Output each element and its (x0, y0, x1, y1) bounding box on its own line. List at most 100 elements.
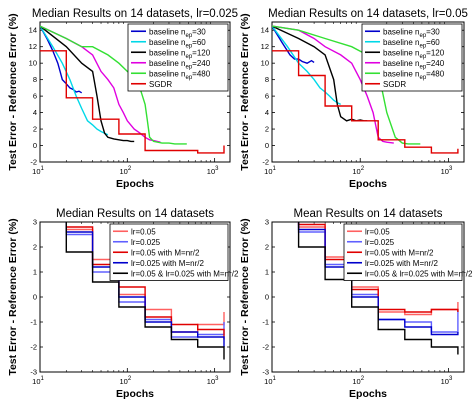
chart-title: Median Results on 14 datasets, lr=0.025 (32, 8, 238, 20)
x-tick-label: 103 (207, 166, 219, 176)
x-axis-label: Epochs (116, 388, 154, 400)
series-line-1 (40, 25, 83, 94)
y-tick-label: 14 (261, 26, 269, 35)
series-line-5 (40, 25, 187, 145)
y-tick-label: -3 (30, 368, 37, 377)
x-tick-label: 101 (264, 166, 276, 176)
series-line-6 (40, 50, 225, 154)
chart-panel-bottom-left: Median Results on 14 datasets -3 -2 -1 0 1 2 3 1… (7, 208, 239, 400)
series-line-5 (272, 25, 421, 145)
y-tick-label: 2 (265, 243, 269, 252)
x-tick-label: 102 (119, 166, 131, 176)
y-tick-label: 10 (261, 59, 269, 68)
y-tick-label: -3 (262, 368, 269, 377)
y-tick-label: 10 (29, 59, 37, 68)
series-line-2 (272, 25, 342, 106)
y-tick-label: 3 (265, 218, 269, 227)
y-tick-label: 2 (33, 125, 37, 134)
x-axis-label: Epochs (349, 388, 387, 400)
legend-entry: lr=0.025 with M=nr/2 (131, 259, 204, 268)
series-line-3 (272, 25, 368, 122)
legend-box (109, 223, 229, 281)
legend-entry: lr=0.05 with M=nr/2 (131, 248, 200, 257)
legend-entry: baseline nep=30 (383, 27, 440, 39)
chart-panel-top-right: Median Results on 14 datasets, lr=0.05 -2… (239, 8, 468, 190)
y-tick-label: 8 (265, 75, 269, 84)
legend-entry: lr=0.025 with M=nr/2 (365, 259, 438, 268)
legend-entry: baseline nep=480 (383, 69, 445, 81)
series-line-5 (297, 222, 459, 355)
chart-panel-bottom-right: Mean Results on 14 datasets -3 -2 -1 0 1 2 3 101… (239, 208, 473, 400)
y-tick-label: 4 (265, 108, 269, 117)
series-line-6 (272, 50, 459, 154)
legend-entry: lr=0.05 & lr=0.025 with M=nr/2 (365, 269, 473, 278)
y-tick-label: 3 (33, 218, 37, 227)
y-tick-label: -2 (262, 343, 269, 352)
x-tick-label: 102 (119, 376, 131, 386)
y-tick-label: -2 (262, 158, 269, 167)
legend-box (361, 23, 463, 92)
legend-entry: lr=0.05 & lr=0.025 with M=nr/2 (131, 269, 239, 278)
x-tick-label: 101 (32, 376, 44, 386)
y-tick-label: 0 (265, 141, 269, 150)
series-line-4 (40, 25, 161, 143)
y-tick-label: 14 (29, 26, 37, 35)
legend-entry: baseline nep=60 (383, 38, 440, 50)
x-tick-label: 101 (264, 376, 276, 386)
y-tick-label: 12 (29, 42, 37, 51)
chart-title: Mean Results on 14 datasets (294, 208, 443, 220)
y-axis-label: Test Error - Reference Error (%) (7, 13, 19, 170)
series-line-4 (272, 25, 394, 144)
y-tick-label: 6 (33, 92, 37, 101)
x-tick-label: 102 (352, 166, 364, 176)
legend-entry: lr=0.025 (365, 238, 395, 247)
y-tick-label: -2 (30, 343, 37, 352)
legend-entry: lr=0.05 with M=nr/2 (365, 248, 434, 257)
x-tick-label: 101 (32, 166, 44, 176)
x-tick-label: 103 (441, 376, 453, 386)
y-tick-label: 12 (261, 42, 269, 51)
legend-entry: SGDR (383, 80, 406, 89)
y-tick-label: -2 (30, 158, 37, 167)
legend-entry: baseline nep=60 (149, 38, 206, 50)
legend-entry: lr=0.025 (131, 238, 161, 247)
chart-title: Median Results on 14 datasets, lr=0.05 (268, 8, 468, 20)
legend-box (343, 223, 463, 281)
x-tick-label: 102 (352, 376, 364, 386)
x-tick-label: 103 (207, 376, 219, 386)
y-tick-label: 8 (33, 75, 37, 84)
legend-entry: SGDR (149, 80, 172, 89)
legend-entry: baseline nep=480 (149, 69, 211, 81)
x-axis-label: Epochs (349, 178, 387, 190)
legend-entry: lr=0.05 (131, 227, 156, 236)
legend-entry: baseline nep=30 (149, 27, 206, 39)
y-tick-label: 2 (33, 243, 37, 252)
y-axis-label: Test Error - Reference Error (%) (239, 218, 251, 375)
x-axis-label: Epochs (116, 178, 154, 190)
y-tick-label: 2 (265, 125, 269, 134)
series-line-3 (40, 25, 135, 143)
legend-entry: baseline nep=240 (383, 59, 445, 71)
y-axis-label: Test Error - Reference Error (%) (7, 218, 19, 375)
legend-entry: baseline nep=120 (149, 48, 211, 60)
y-tick-label: 1 (265, 268, 269, 277)
y-tick-label: -1 (30, 318, 37, 327)
legend-entry: lr=0.05 (365, 227, 390, 236)
y-axis-label: Test Error - Reference Error (%) (239, 13, 251, 170)
chart-panel-top-left: Median Results on 14 datasets, lr=0.025 -… (7, 8, 238, 190)
chart-title: Median Results on 14 datasets (56, 208, 214, 220)
y-tick-label: 1 (33, 268, 37, 277)
legend-entry: baseline nep=240 (149, 59, 211, 71)
x-tick-label: 103 (441, 166, 453, 176)
y-tick-label: 0 (265, 293, 269, 302)
legend-entry: baseline nep=120 (383, 48, 445, 60)
y-tick-label: 0 (33, 141, 37, 150)
legend-box (127, 23, 229, 92)
y-tick-label: 0 (33, 293, 37, 302)
y-tick-label: -1 (262, 318, 269, 327)
